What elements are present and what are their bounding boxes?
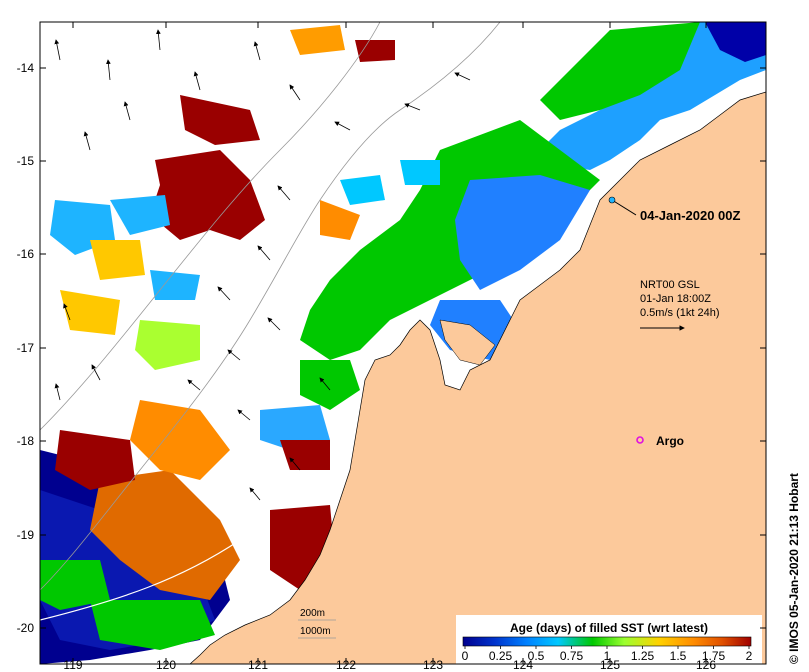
legend-tick-label: 0.25 [489, 649, 513, 663]
lon-tick-label: 120 [156, 658, 176, 672]
land-mass [189, 91, 766, 664]
longitude-axis: 119 120 121 122 123 124 125 126 [63, 22, 716, 672]
lon-tick-label: 121 [248, 658, 268, 672]
lat-tick-label: -19 [17, 528, 35, 542]
currents-line1: NRT00 GSL [640, 279, 700, 291]
currents-info: NRT00 GSL 01-Jan 18:00Z 0.5m/s (1kt 24h) [640, 279, 719, 331]
map-area: 200m 1000m 04-Jan-2020 00Z NRT00 GSL 01-… [40, 22, 766, 664]
contour-1000-label: 1000m [300, 626, 331, 637]
lon-tick-label: 122 [336, 658, 356, 672]
latitude-axis: -14 -15 -16 -17 -18 -19 -20 [17, 61, 766, 635]
lon-tick-label: 119 [63, 658, 82, 672]
argo-label: Argo [656, 434, 684, 448]
lat-tick-label: -17 [17, 341, 35, 355]
legend-title: Age (days) of filled SST (wrt latest) [510, 621, 708, 635]
date-annotation: 04-Jan-2020 00Z [608, 196, 741, 223]
legend-tick-label: 1 [604, 649, 611, 663]
contour-legend: 200m 1000m [298, 608, 336, 639]
legend-tick-label: 0.5 [528, 649, 545, 663]
lat-tick-label: -20 [17, 621, 35, 635]
legend-tick-label: 2 [746, 649, 753, 663]
contour-200-label: 200m [300, 608, 325, 619]
lat-tick-label: -16 [17, 247, 35, 261]
legend-tick-label: 0.75 [560, 649, 584, 663]
lon-tick-label: 126 [696, 658, 716, 672]
map-frame [39, 21, 767, 665]
lat-tick-label: -18 [17, 434, 35, 448]
date-label: 04-Jan-2020 00Z [640, 208, 741, 223]
argo-marker: Argo [636, 434, 684, 448]
lat-tick-label: -15 [17, 154, 35, 168]
legend-tick-label: 1.75 [702, 649, 726, 663]
credit-label: © IMOS 05-Jan-2020 21:13 Hobart [787, 473, 801, 664]
legend-tick-label: 1.25 [631, 649, 655, 663]
legend-tick-label: 1.5 [670, 649, 687, 663]
legend-ticks: 0 0.25 0.5 0.75 1 1.25 1.5 1.75 2 [462, 646, 753, 663]
lon-tick-label: 124 [513, 658, 533, 672]
lat-tick-label: -14 [17, 61, 35, 75]
lon-tick-label: 123 [423, 658, 443, 672]
legend-tick-label: 0 [462, 649, 469, 663]
lon-tick-label: 125 [600, 658, 620, 672]
coastal-inlet [439, 319, 496, 366]
currents-line2: 01-Jan 18:00Z [640, 293, 711, 305]
argo-float-icon [636, 436, 644, 444]
current-vectors [54, 29, 471, 501]
currents-line3: 0.5m/s (1kt 24h) [640, 307, 719, 319]
legend-colorbar [462, 636, 752, 647]
